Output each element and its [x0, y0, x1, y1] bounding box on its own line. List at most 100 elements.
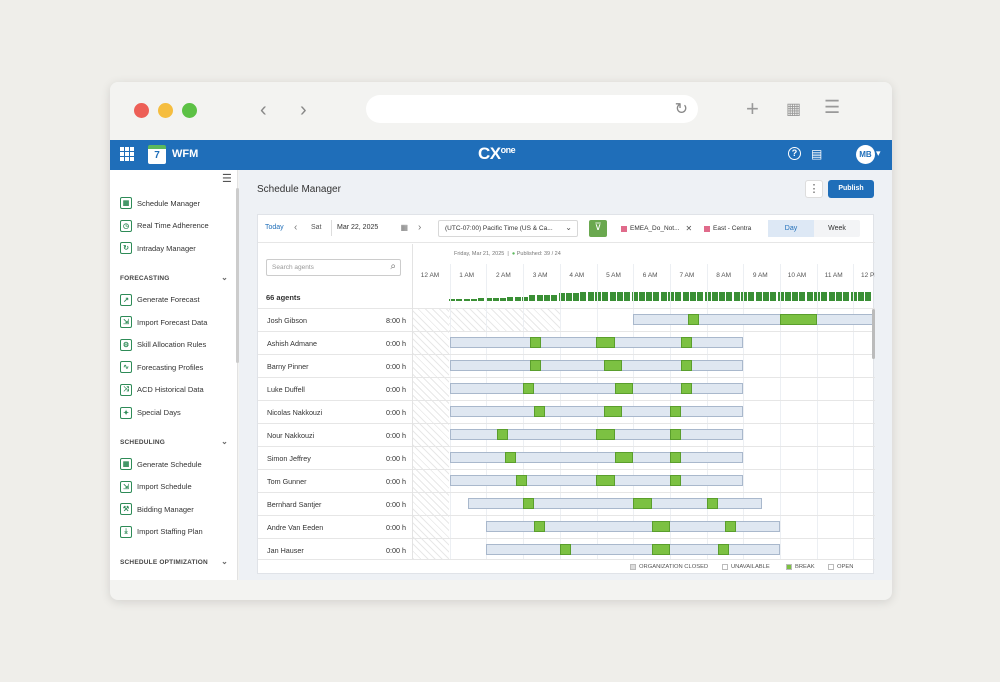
- collapse-sidebar-icon[interactable]: ☰: [222, 173, 232, 185]
- agent-row[interactable]: Jan Hauser 0:00 h: [258, 538, 412, 561]
- sidebar-item[interactable]: ↗ Generate Forecast: [120, 292, 200, 308]
- shift-bar[interactable]: [449, 337, 744, 348]
- back-arrow-icon[interactable]: ‹: [260, 99, 267, 121]
- break-block[interactable]: [596, 475, 615, 486]
- close-window-icon[interactable]: [134, 103, 149, 118]
- agent-row[interactable]: Josh Gibson 8:00 h: [258, 308, 412, 331]
- timezone-select[interactable]: (UTC-07:00) Pacific Time (US & Ca... ⌄: [438, 220, 578, 237]
- shift-bar[interactable]: [449, 475, 744, 486]
- calendar-icon[interactable]: ▦: [400, 223, 408, 232]
- break-block[interactable]: [651, 544, 670, 555]
- break-block[interactable]: [669, 452, 681, 463]
- agent-row[interactable]: Barny Pinner 0:00 h: [258, 354, 412, 377]
- break-block[interactable]: [534, 406, 546, 417]
- sidebar-item[interactable]: ⚙ Skill Allocation Rules: [120, 337, 206, 353]
- break-block[interactable]: [680, 360, 692, 371]
- more-options-button[interactable]: ⋮: [805, 180, 823, 198]
- address-bar[interactable]: ↻: [366, 95, 698, 123]
- filter-button[interactable]: ⊽: [589, 220, 607, 237]
- avatar[interactable]: MB: [856, 145, 875, 164]
- sidebar-section-title[interactable]: SCHEDULING ⌄: [120, 437, 230, 446]
- shift-bar[interactable]: [486, 544, 780, 555]
- sidebar-item[interactable]: ⤓ Import Staffing Plan: [120, 524, 203, 540]
- break-block[interactable]: [614, 383, 634, 394]
- break-block[interactable]: [669, 429, 681, 440]
- next-day-icon[interactable]: ›: [418, 222, 422, 233]
- agent-row[interactable]: Nour Nakkouzi 0:00 h: [258, 423, 412, 446]
- break-block[interactable]: [596, 337, 615, 348]
- break-block[interactable]: [724, 521, 736, 532]
- search-icon[interactable]: ⌕: [390, 261, 396, 272]
- sidebar-section-title[interactable]: FORECASTING ⌄: [120, 272, 230, 282]
- forward-arrow-icon[interactable]: ›: [300, 99, 307, 121]
- agent-row[interactable]: Bernhard Santjer 0:00 h: [258, 492, 412, 515]
- reload-icon[interactable]: ↻: [674, 101, 688, 118]
- tab-day[interactable]: Day: [768, 220, 814, 237]
- agent-row[interactable]: Nicolas Nakkouzi 0:00 h: [258, 400, 412, 423]
- sidebar-item[interactable]: ◷ Real Time Adherence: [120, 218, 209, 234]
- chevron-down-icon[interactable]: ⌄: [221, 272, 228, 282]
- sidebar-item[interactable]: ▦ Generate Schedule: [120, 456, 202, 472]
- search-input[interactable]: Search agents ⌕: [266, 259, 401, 276]
- menu-icon[interactable]: ☰: [824, 97, 841, 117]
- tabs-grid-icon[interactable]: ▦: [786, 101, 802, 118]
- break-block[interactable]: [515, 475, 527, 486]
- agent-row[interactable]: Tom Gunner 0:00 h: [258, 469, 412, 492]
- break-block[interactable]: [530, 337, 542, 348]
- sidebar-item[interactable]: ∿ Forecasting Profiles: [120, 359, 203, 375]
- date-picker[interactable]: Mar 22, 2025 ▦: [331, 220, 411, 236]
- help-icon[interactable]: ?: [788, 147, 801, 160]
- break-block[interactable]: [504, 452, 516, 463]
- prev-day-icon[interactable]: ‹: [294, 222, 298, 233]
- shift-bar[interactable]: [449, 383, 744, 394]
- break-block[interactable]: [680, 383, 692, 394]
- sidebar-item[interactable]: ⚒ Bidding Manager: [120, 501, 194, 517]
- break-block[interactable]: [669, 475, 681, 486]
- break-block[interactable]: [651, 521, 670, 532]
- today-button[interactable]: Today: [265, 224, 284, 231]
- tab-week[interactable]: Week: [828, 225, 846, 232]
- shift-bar[interactable]: [449, 406, 744, 417]
- agent-row[interactable]: Luke Duffell 0:00 h: [258, 377, 412, 400]
- maximize-window-icon[interactable]: [182, 103, 197, 118]
- filter-chip[interactable]: EMEA_Do_Not... ✕: [621, 222, 692, 235]
- sidebar-scrollbar[interactable]: [236, 188, 239, 363]
- break-block[interactable]: [633, 498, 652, 509]
- shift-bar[interactable]: [449, 360, 744, 371]
- break-block[interactable]: [603, 406, 623, 417]
- break-block[interactable]: [779, 314, 817, 325]
- chevron-down-icon[interactable]: ▾: [876, 148, 881, 158]
- break-block[interactable]: [717, 544, 729, 555]
- sidebar-item[interactable]: ▦ Schedule Manager: [120, 195, 200, 211]
- break-block[interactable]: [559, 544, 571, 555]
- break-block[interactable]: [530, 360, 542, 371]
- agent-row[interactable]: Simon Jeffrey 0:00 h: [258, 446, 412, 469]
- app-launcher-icon[interactable]: [120, 147, 134, 161]
- sidebar-item[interactable]: ↻ Intraday Manager: [120, 240, 196, 256]
- shift-bar[interactable]: [449, 429, 744, 440]
- publish-button[interactable]: Publish: [828, 180, 874, 198]
- break-block[interactable]: [688, 314, 700, 325]
- agent-row[interactable]: Ashish Admane 0:00 h: [258, 331, 412, 354]
- shift-bar[interactable]: [486, 521, 780, 532]
- break-block[interactable]: [614, 452, 634, 463]
- sidebar-item[interactable]: ⇲ Import Forecast Data: [120, 314, 207, 330]
- sidebar-item[interactable]: ⇲ Import Schedule: [120, 479, 192, 495]
- new-tab-icon[interactable]: +: [746, 96, 759, 121]
- sidebar-item[interactable]: ✦ Special Days: [120, 405, 181, 421]
- filter-chip[interactable]: East - Centra: [704, 222, 751, 235]
- document-icon[interactable]: ▤: [811, 147, 823, 161]
- break-block[interactable]: [706, 498, 718, 509]
- shift-bar[interactable]: [468, 498, 762, 509]
- agent-row[interactable]: Andre Van Eeden 0:00 h: [258, 515, 412, 538]
- chevron-down-icon[interactable]: ⌄: [565, 223, 572, 232]
- chevron-down-icon[interactable]: ⌄: [221, 556, 228, 566]
- break-block[interactable]: [603, 360, 623, 371]
- break-block[interactable]: [669, 406, 681, 417]
- shift-bar[interactable]: [449, 452, 744, 463]
- minimize-window-icon[interactable]: [158, 103, 173, 118]
- shift-bar[interactable]: [633, 314, 875, 325]
- sidebar-section-title[interactable]: SCHEDULE OPTIMIZATION ⌄: [120, 556, 230, 566]
- break-block[interactable]: [596, 429, 615, 440]
- timeline-scrollbar[interactable]: [872, 309, 875, 359]
